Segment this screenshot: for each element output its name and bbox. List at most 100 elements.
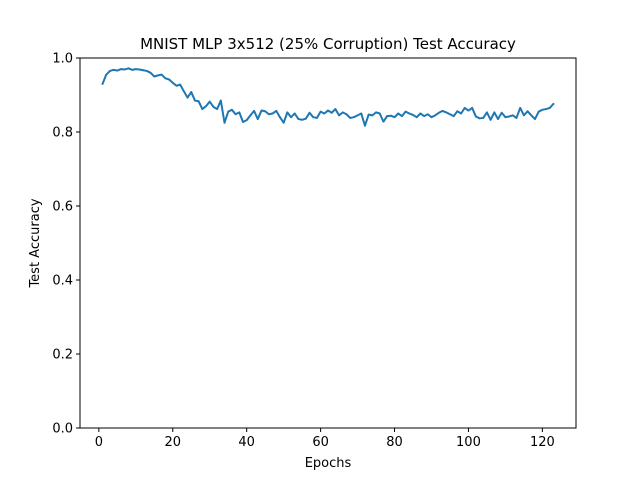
data-point (246, 119, 248, 121)
data-point (257, 118, 259, 120)
y-tick-label: 0.2 (52, 348, 73, 363)
data-point (150, 72, 152, 74)
data-point (331, 112, 333, 114)
data-point (231, 109, 233, 111)
x-tick-label: 100 (456, 435, 481, 450)
data-point (379, 113, 381, 115)
data-point (261, 110, 263, 112)
y-tick-label: 0.6 (52, 200, 73, 215)
data-point (353, 116, 355, 118)
data-point (471, 107, 473, 109)
data-point (286, 111, 288, 113)
data-point (216, 108, 218, 110)
data-point (412, 114, 414, 116)
data-point (194, 100, 196, 102)
x-axis-label: Epochs (305, 456, 352, 471)
data-point (456, 110, 458, 112)
data-point (423, 115, 425, 117)
data-point (371, 114, 373, 116)
data-point (220, 100, 222, 102)
data-point (264, 110, 266, 112)
data-point (342, 111, 344, 113)
data-point (497, 118, 499, 120)
data-point (401, 115, 403, 117)
x-tick-label: 120 (530, 435, 555, 450)
data-point (124, 69, 126, 71)
data-point (368, 114, 370, 116)
data-point (493, 111, 495, 113)
data-point (201, 108, 203, 110)
data-point (183, 90, 185, 92)
data-point (272, 113, 274, 115)
data-point (364, 125, 366, 127)
x-tick-label: 0 (95, 435, 103, 450)
data-point (179, 84, 181, 86)
x-tick-label: 60 (312, 435, 329, 450)
data-point (545, 108, 547, 110)
data-point (453, 115, 455, 117)
y-tick-label: 0.8 (52, 126, 73, 141)
data-point (279, 116, 281, 118)
data-point (386, 115, 388, 117)
data-point (431, 116, 433, 118)
data-point (301, 119, 303, 121)
data-point (161, 74, 163, 76)
data-point (553, 103, 555, 105)
data-point (235, 113, 237, 115)
data-point (253, 110, 255, 112)
y-tick-label: 0.4 (52, 274, 73, 289)
data-point (438, 112, 440, 114)
data-point (523, 114, 525, 116)
data-point (357, 114, 359, 116)
data-point (519, 107, 521, 109)
data-point (338, 114, 340, 116)
data-point (416, 116, 418, 118)
data-point (464, 107, 466, 109)
data-point (312, 116, 314, 118)
data-point (227, 111, 229, 113)
data-point (534, 118, 536, 120)
data-point (490, 119, 492, 121)
data-point (434, 114, 436, 116)
data-point (298, 118, 300, 120)
data-point (139, 69, 141, 71)
data-point (249, 114, 251, 116)
data-point (508, 116, 510, 118)
data-point (209, 101, 211, 103)
data-point (168, 79, 170, 81)
data-point (142, 69, 144, 71)
data-point (172, 82, 174, 84)
data-point (375, 111, 377, 113)
data-point (305, 118, 307, 120)
data-point (153, 76, 155, 78)
data-point (449, 113, 451, 115)
data-point (468, 110, 470, 112)
data-point (512, 114, 514, 116)
data-point (360, 113, 362, 115)
data-point (486, 111, 488, 113)
data-point (128, 67, 130, 69)
y-tick-label: 0.0 (52, 422, 73, 437)
data-point (408, 113, 410, 115)
data-point (116, 70, 118, 72)
data-point (541, 109, 543, 111)
data-point (538, 111, 540, 113)
data-point (397, 113, 399, 115)
data-point (390, 115, 392, 117)
data-point (105, 74, 107, 76)
data-point (146, 70, 148, 72)
data-point (383, 121, 385, 123)
chart-title: MNIST MLP 3x512 (25% Corruption) Test Ac… (140, 35, 516, 53)
data-point (275, 110, 277, 112)
data-point (268, 113, 270, 115)
data-point (327, 110, 329, 112)
data-point (482, 117, 484, 119)
data-point (320, 111, 322, 113)
data-point (334, 108, 336, 110)
data-point (283, 122, 285, 124)
data-point (549, 107, 551, 109)
data-point (530, 114, 532, 116)
data-point (109, 70, 111, 72)
data-point (527, 110, 529, 112)
